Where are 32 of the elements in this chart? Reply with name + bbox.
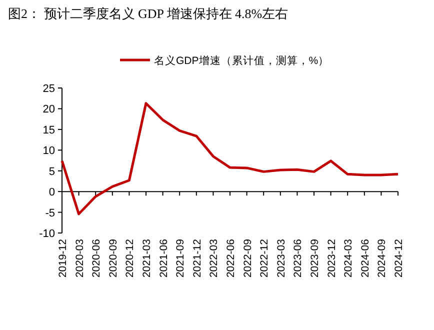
x-tick-label: 2024-09	[376, 238, 388, 278]
y-tick-label: 5	[48, 166, 55, 178]
x-tick-label: 2024-06	[359, 238, 372, 278]
x-tick-label: 2020-03	[74, 238, 86, 278]
y-tick-label: 0	[48, 186, 55, 199]
y-tick-label: -10	[39, 228, 55, 240]
chart-title: 图2： 预计二季度名义 GDP 增速保持在 4.8%左右	[8, 6, 288, 21]
x-tick-label: 2020-12	[124, 238, 136, 278]
x-tick-label: 2020-06	[90, 238, 103, 278]
x-tick-label: 2023-06	[292, 238, 304, 278]
legend-label: 名义GDP增速（累计值，测算，%）	[154, 54, 330, 67]
y-tick-label: 25	[42, 83, 55, 95]
x-tick-label: 2022-03	[208, 238, 220, 278]
legend: 名义GDP增速（累计值，测算，%）	[120, 55, 330, 67]
x-tick-label: 2023-12	[326, 238, 338, 278]
y-tick-label: 15	[42, 124, 55, 136]
x-tick-label: 2023-03	[275, 238, 288, 278]
x-tick-label: 2021-09	[174, 238, 187, 278]
x-tick-label: 2022-12	[258, 238, 271, 278]
x-tick-label: 2021-06	[158, 238, 170, 278]
x-tick-label: 2024-12	[393, 238, 405, 278]
x-tick-label: 2024-03	[342, 238, 355, 278]
x-tick-label: 2020-09	[107, 238, 120, 278]
x-tick-label: 2019-12	[57, 238, 69, 278]
x-tick-label: 2021-12	[191, 238, 204, 278]
y-tick-label: 10	[42, 145, 55, 158]
x-tick-label: 2021-03	[141, 238, 153, 278]
x-tick-label: 2023-09	[309, 238, 321, 278]
x-tick-label: 2022-09	[242, 238, 254, 278]
x-tick-label: 2022-06	[225, 238, 237, 278]
y-tick-label: 20	[42, 104, 55, 116]
y-tick-label: -5	[45, 207, 55, 220]
